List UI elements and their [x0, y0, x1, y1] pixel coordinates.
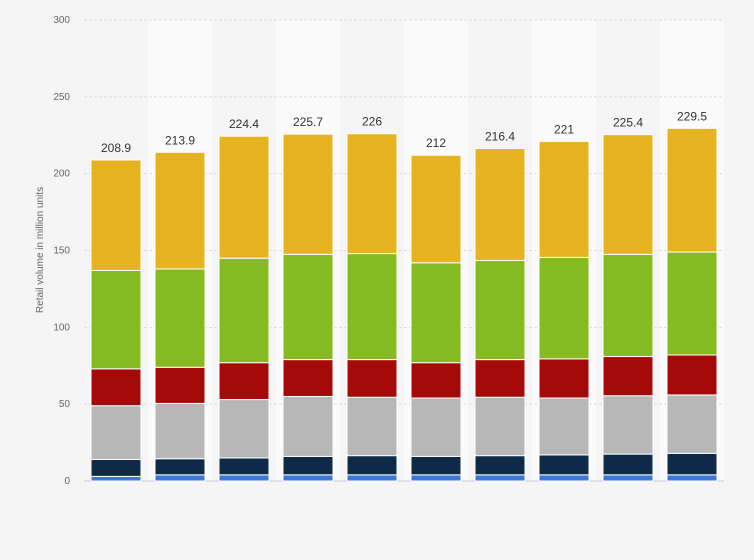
y-axis-label: Retail volume in million units: [35, 187, 46, 313]
bar-segment[interactable]: [410, 362, 462, 399]
bar-segment[interactable]: [90, 269, 142, 370]
bar-segment[interactable]: [282, 455, 334, 476]
bar-segment[interactable]: [538, 358, 590, 399]
bar-segment[interactable]: [666, 474, 718, 482]
bar-segment[interactable]: [346, 253, 398, 361]
bar-segment[interactable]: [538, 256, 590, 360]
bar-segment[interactable]: [282, 474, 334, 482]
bar-total-label: 213.9: [165, 133, 195, 147]
bar-total-label: 225.4: [613, 116, 643, 130]
bar-segment[interactable]: [90, 159, 142, 271]
bar-segment[interactable]: [346, 474, 398, 482]
bar-segment[interactable]: [282, 133, 334, 255]
bar-segment[interactable]: [218, 135, 270, 259]
bar-segment[interactable]: [410, 154, 462, 264]
bar-segment[interactable]: [538, 140, 590, 258]
bar-segment[interactable]: [154, 458, 206, 476]
bar-segment[interactable]: [666, 452, 718, 476]
bar-segment[interactable]: [346, 396, 398, 457]
bar-segment[interactable]: [346, 455, 398, 476]
bar-segment[interactable]: [218, 399, 270, 459]
bar-total-label: 212: [426, 136, 446, 150]
bar-segment[interactable]: [282, 359, 334, 397]
bar-segment[interactable]: [410, 455, 462, 476]
bar-total-label: 229.5: [677, 109, 707, 123]
bar-segment[interactable]: [602, 395, 654, 455]
bar-segment[interactable]: [154, 402, 206, 460]
bar-segment[interactable]: [474, 147, 526, 261]
y-tick-label: 50: [59, 399, 71, 410]
bar-segment[interactable]: [666, 394, 718, 454]
bar-segment[interactable]: [154, 268, 206, 368]
bar-total-label: 216.4: [485, 129, 515, 143]
bar-segment[interactable]: [90, 405, 142, 460]
bar-segment[interactable]: [90, 475, 142, 482]
bar-segment[interactable]: [410, 397, 462, 457]
bar-segment[interactable]: [282, 253, 334, 361]
bar-segment[interactable]: [218, 362, 270, 401]
bar-total-label: 208.9: [101, 141, 131, 155]
bar-segment[interactable]: [410, 474, 462, 482]
y-tick-label: 150: [53, 246, 70, 257]
bar-segment[interactable]: [602, 453, 654, 476]
bars: [90, 127, 718, 482]
bar-total-label: 221: [554, 122, 574, 136]
bar-segment[interactable]: [538, 454, 590, 476]
bar-segment[interactable]: [282, 395, 334, 457]
bar-segment[interactable]: [218, 474, 270, 482]
bar-segment[interactable]: [346, 133, 398, 255]
bar-segment[interactable]: [602, 356, 654, 397]
bar-segment[interactable]: [666, 127, 718, 253]
bar-segment[interactable]: [474, 359, 526, 398]
data-labels: 208.9 213.9 224.4 225.7 226 212 216.4 221 225.4 2…: [101, 109, 707, 155]
bar-segment[interactable]: [218, 457, 270, 476]
bar-segment[interactable]: [666, 354, 718, 396]
bar-segment[interactable]: [90, 368, 142, 407]
bar-segment[interactable]: [602, 474, 654, 482]
y-tick-label: 250: [53, 92, 70, 103]
bar-segment[interactable]: [218, 257, 270, 364]
y-tick-label: 100: [53, 322, 70, 333]
bar-segment[interactable]: [474, 455, 526, 476]
bar-segment[interactable]: [538, 474, 590, 482]
bar-segment[interactable]: [474, 259, 526, 361]
y-tick-label: 200: [53, 169, 70, 180]
bar-segment[interactable]: [474, 474, 526, 482]
bar-segment[interactable]: [602, 253, 654, 358]
bar-total-label: 226: [362, 115, 382, 129]
bar-segment[interactable]: [90, 458, 142, 477]
bar-segment[interactable]: [346, 359, 398, 398]
y-tick-label: 0: [64, 476, 70, 487]
y-tick-label: 300: [53, 15, 70, 26]
bar-segment[interactable]: [410, 262, 462, 364]
bar-segment[interactable]: [538, 397, 590, 456]
bar-total-label: 225.7: [293, 115, 323, 129]
bar-segment[interactable]: [666, 251, 718, 356]
bar-segment[interactable]: [602, 134, 654, 255]
bar-segment[interactable]: [154, 151, 206, 270]
bar-segment[interactable]: [474, 396, 526, 457]
bar-total-label: 224.4: [229, 117, 259, 131]
y-tick-labels: 0 50 100 150 200 250 300: [53, 15, 70, 487]
bar-segment[interactable]: [154, 366, 206, 404]
bar-segment[interactable]: [154, 474, 206, 482]
